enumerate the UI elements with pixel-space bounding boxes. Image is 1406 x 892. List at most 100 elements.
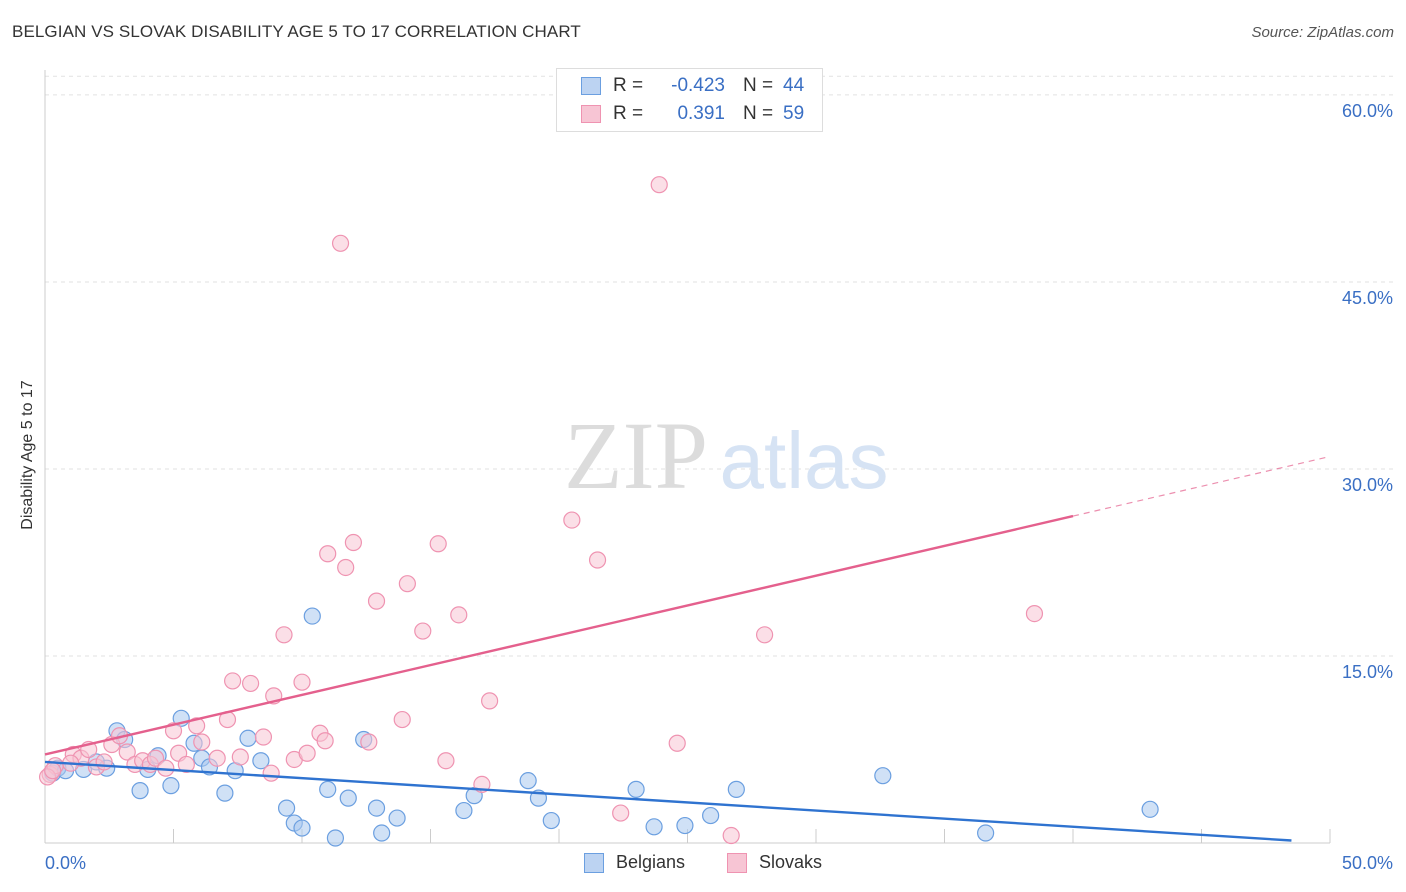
n-label: N = (743, 75, 774, 96)
slovaks-point (293, 673, 311, 691)
y-tick-label: 15.0% (1342, 662, 1393, 682)
gridlines (45, 75, 1395, 657)
belgians-point (676, 816, 694, 835)
belgians-point (326, 829, 345, 847)
slovaks-point (367, 592, 386, 610)
slovaks-point (337, 558, 355, 577)
y-tick-label: 60.0% (1342, 101, 1393, 121)
slovaks-point (95, 753, 113, 771)
n-value-belgians: 44 (783, 75, 805, 96)
belgians-point (645, 818, 663, 836)
watermark-zip: ZIP (564, 402, 708, 509)
belgians-point (239, 729, 257, 747)
series-legend: Belgians Slovaks (0, 852, 1406, 873)
slovaks-point (118, 743, 136, 761)
slovaks-trend-extension (1072, 455, 1331, 517)
belgians-point (277, 799, 296, 817)
slovaks-point (242, 674, 260, 693)
source-label: Source: ZipAtlas.com (1251, 24, 1394, 41)
slovaks-point (722, 826, 740, 845)
slovaks-point (224, 672, 242, 690)
belgians-point (627, 780, 645, 798)
x-tick-label-max: 50.0% (1342, 853, 1393, 873)
slovaks-point (481, 692, 499, 710)
slovaks-point (298, 744, 316, 762)
tick-labels: 15.0% 30.0% 45.0% 60.0% 0.0% 50.0% (45, 101, 1393, 873)
belgians-point (388, 809, 406, 827)
trend-lines (44, 455, 1331, 842)
slovaks-point (44, 762, 62, 780)
stats-row-belgians: R = -0.423 N = 44 (581, 72, 804, 100)
slovaks-point (1025, 604, 1044, 623)
n-value-slovaks: 59 (783, 103, 805, 124)
slovaks-point (275, 626, 293, 644)
slovaks-point (193, 733, 211, 751)
belgians-legend-swatch (583, 852, 604, 873)
slovaks-point (208, 749, 226, 767)
legend-item-belgians[interactable]: Belgians (583, 852, 685, 873)
r-value-belgians: -0.423 (671, 75, 725, 96)
r-label: R = (613, 103, 644, 124)
slovaks-point (177, 755, 195, 774)
belgians-point (339, 789, 357, 807)
slovaks-point (668, 734, 686, 752)
belgians-point (216, 784, 234, 802)
legend-item-slovaks[interactable]: Slovaks (727, 852, 822, 873)
belgians-point (702, 806, 720, 825)
n-label: N = (743, 103, 774, 124)
stats-row-slovaks: R = 0.391 N = 59 (581, 100, 804, 128)
slovaks-point (254, 728, 273, 746)
belgians-point (542, 811, 560, 830)
slovaks-trend-line (44, 514, 1074, 756)
belgians-point (874, 767, 892, 785)
slovaks-point (588, 551, 607, 569)
slovaks-point (331, 234, 350, 252)
slovaks-point (437, 752, 455, 770)
legend-label-slovaks: Slovaks (759, 852, 823, 872)
belgians-swatch (581, 77, 601, 95)
slovaks-point (188, 717, 206, 735)
slovaks-point (414, 622, 432, 640)
slovaks-point (612, 804, 630, 822)
slovaks-point (146, 749, 165, 767)
belgians-point (367, 799, 386, 817)
belgians-point (162, 777, 180, 795)
belgians-point (455, 801, 473, 820)
slovaks-point (262, 764, 280, 782)
belgians-point (293, 819, 311, 837)
legend-label-belgians: Belgians (615, 852, 685, 872)
belgians-point (252, 752, 270, 770)
slovaks-point (563, 511, 581, 529)
slovaks-point (398, 575, 416, 593)
r-label: R = (613, 75, 644, 96)
belgians-trend-line (44, 760, 1292, 842)
belgians-point (303, 607, 321, 625)
chart-title: BELGIAN VS SLOVAK DISABILITY AGE 5 TO 17… (12, 22, 581, 41)
slovaks-point (393, 710, 411, 729)
belgians-point (727, 780, 745, 798)
belgians-point (319, 780, 337, 798)
belgians-point (519, 772, 537, 790)
belgians-point (131, 782, 149, 800)
slovaks-legend-swatch (727, 852, 747, 873)
y-tick-label: 45.0% (1342, 288, 1393, 308)
slovaks-point (344, 533, 362, 552)
slovaks-swatch (581, 105, 601, 123)
y-tick-label: 30.0% (1342, 475, 1393, 495)
x-tick-label-min: 0.0% (45, 853, 86, 873)
slovaks-point (429, 535, 447, 553)
slovaks-point (360, 733, 378, 751)
belgians-point (373, 824, 391, 842)
belgians-point (977, 824, 995, 842)
watermark-atlas: atlas (720, 416, 889, 505)
slovaks-point (319, 545, 337, 563)
r-value-slovaks: 0.391 (677, 103, 725, 124)
belgians-point (1141, 800, 1159, 818)
watermark: ZIP atlas (564, 402, 888, 509)
stats-legend: R = -0.423 N = 44 R = 0.391 N = 59 (556, 68, 823, 132)
slovaks-point (316, 732, 334, 750)
slovaks-point (650, 176, 668, 194)
slovaks-point (755, 626, 774, 644)
slovaks-point (231, 748, 249, 766)
